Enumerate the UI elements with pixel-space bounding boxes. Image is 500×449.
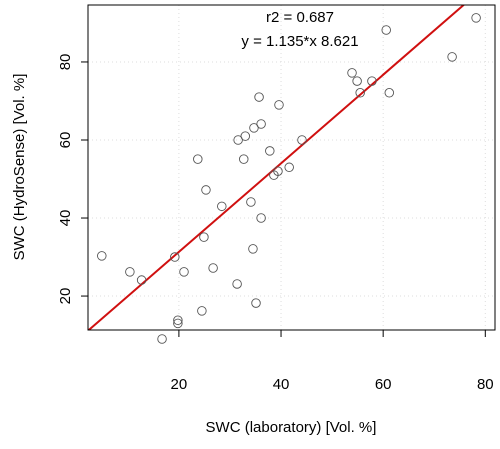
point [256, 119, 266, 129]
x-tick-label: 20 [171, 376, 188, 393]
y-tick-label: 40 [57, 210, 74, 227]
point [297, 135, 307, 145]
point [193, 154, 203, 164]
x-tick-label: 40 [273, 376, 290, 393]
point [273, 166, 283, 176]
point [471, 13, 481, 23]
point [256, 213, 266, 223]
point [355, 88, 365, 98]
points [97, 13, 481, 344]
point [199, 232, 209, 242]
y-axis-title: SWC (HydroSense) [Vol. %] [11, 74, 28, 261]
point [384, 88, 395, 98]
point [239, 154, 249, 164]
point [173, 315, 183, 325]
point [254, 92, 264, 102]
x-tick-label: 80 [477, 376, 494, 393]
point [251, 298, 261, 308]
point [284, 162, 294, 173]
point [197, 306, 207, 316]
point [447, 52, 457, 62]
point [97, 251, 107, 261]
point [352, 76, 362, 86]
point [347, 68, 357, 78]
point [170, 252, 180, 262]
x-tick-label: 60 [375, 376, 392, 393]
point [274, 100, 284, 110]
point [179, 267, 189, 277]
point [125, 267, 135, 277]
point [173, 318, 183, 329]
point [217, 201, 227, 212]
regression-line [88, 5, 466, 330]
point [381, 25, 391, 35]
grid [88, 5, 495, 330]
x-axis-title: SWC (laboratory) [Vol. %] [206, 419, 377, 436]
point [265, 146, 275, 156]
point [233, 135, 243, 145]
y-tick-label: 60 [57, 132, 74, 149]
fit-layer [88, 5, 466, 330]
point [246, 197, 256, 207]
point [136, 275, 147, 285]
point [367, 76, 377, 86]
point [201, 185, 211, 195]
point [249, 123, 259, 133]
point [240, 131, 251, 141]
y-tick-label: 20 [57, 288, 74, 305]
point [208, 263, 218, 273]
y-tick-label: 80 [57, 54, 74, 71]
point [248, 244, 258, 254]
annotation-r2: r2 = 0.687 [266, 9, 334, 26]
point [157, 334, 167, 344]
annotation-equation: y = 1.135*x 8.621 [241, 33, 358, 50]
plot-frame [87, 4, 496, 331]
point [232, 279, 242, 289]
